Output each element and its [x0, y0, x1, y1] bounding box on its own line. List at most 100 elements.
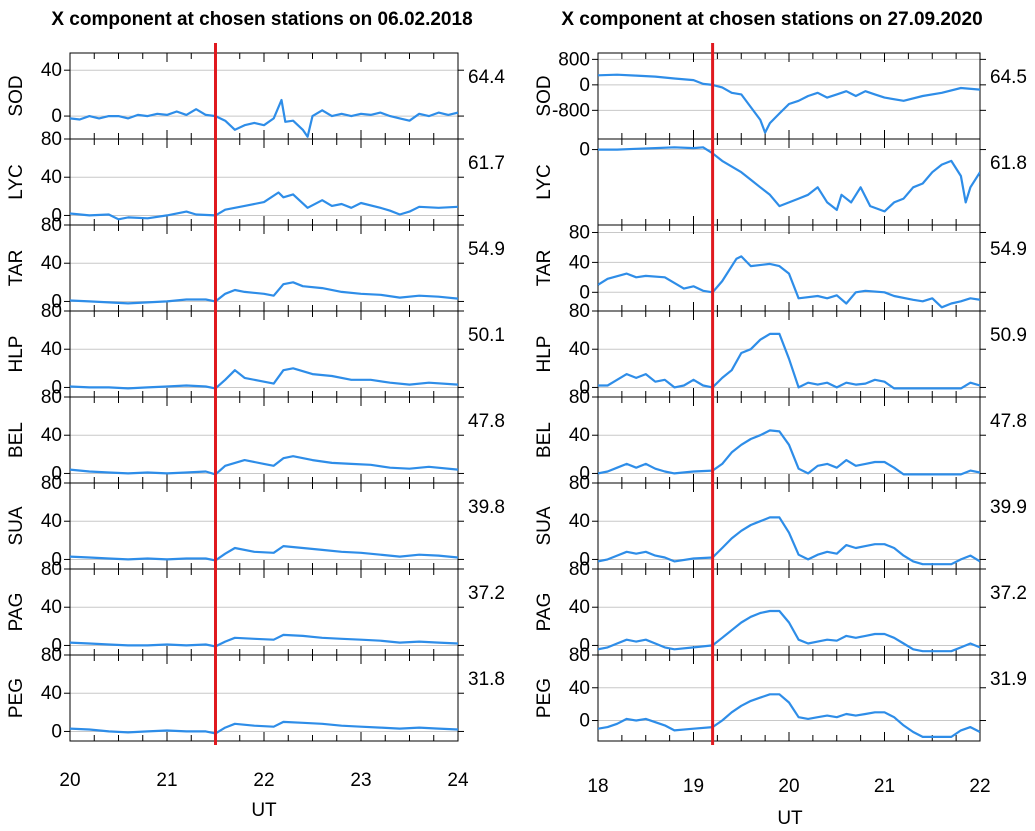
y-tick-label: 0: [579, 140, 590, 161]
y-tick-label: 0: [579, 549, 590, 570]
y-tick-label: 0: [51, 721, 62, 742]
series-line-lyc: [598, 146, 980, 213]
y-tick-label: 0: [51, 377, 62, 398]
panel-sua: 80 40 0 SUA 39.9: [534, 473, 1027, 570]
y-tick-label: 80: [41, 387, 62, 408]
y-tick-label: 40: [569, 252, 590, 273]
y-tick-label: 40: [569, 339, 590, 360]
latitude-label: 64.5: [990, 67, 1027, 88]
x-tick-label: 24: [447, 770, 469, 791]
y-tick-label: 40: [41, 167, 62, 188]
y-tick-label: 40: [569, 511, 590, 532]
x-tick-label: 20: [59, 770, 80, 791]
left-chart-title: X component at chosen stations on 06.02.…: [51, 9, 472, 30]
y-tick-label: 80: [569, 222, 590, 243]
station-label: SOD: [534, 75, 555, 116]
y-tick-label: 80: [41, 473, 62, 494]
series-line-pag: [598, 609, 980, 653]
panel-tar: 80 40 0 TAR 54.9: [534, 222, 1027, 312]
y-tick-label: 40: [569, 678, 590, 699]
y-tick-label: 80: [41, 301, 62, 322]
latitude-label: 50.9: [990, 325, 1027, 346]
right-x-axis-label: UT: [777, 808, 803, 829]
y-tick-label: 0: [51, 106, 62, 127]
latitude-label: 47.8: [468, 411, 505, 432]
panel-lyc: 80 40 0 LYC 61.7: [6, 129, 505, 226]
latitude-label: 64.4: [468, 67, 505, 88]
series-line-peg: [70, 720, 458, 735]
left-chart: 40 0 SOD 64.4 80 40 0 LYC 61.7 80 40 0 TAR 54.9 80 40 0 H…: [6, 43, 505, 791]
panel-bel: 80 40 0 BEL 47.8: [6, 387, 505, 484]
y-tick-label: 0: [51, 463, 62, 484]
y-tick-label: 0: [579, 463, 590, 484]
station-label: BEL: [6, 422, 27, 458]
station-label: BEL: [534, 422, 555, 458]
y-tick-label: 0: [579, 635, 590, 656]
panel-lyc: 0 LYC 61.8: [534, 138, 1027, 226]
latitude-label: 31.8: [468, 669, 505, 690]
latitude-label: 37.2: [468, 583, 505, 604]
y-tick-label: 80: [569, 559, 590, 580]
panel-bel: 80 40 0 BEL 47.8: [534, 387, 1027, 484]
station-label: LYC: [6, 164, 27, 200]
y-tick-label: 80: [569, 301, 590, 322]
series-line-sua: [598, 516, 980, 566]
series-line-sod: [598, 73, 980, 134]
panel-peg: 80 40 0 PEG 31.9: [534, 645, 1027, 742]
x-tick-label: 22: [969, 776, 990, 797]
y-tick-label: 0: [51, 635, 62, 656]
latitude-label: 61.7: [468, 153, 505, 174]
y-tick-label: 80: [41, 559, 62, 580]
y-tick-label: 80: [41, 645, 62, 666]
y-tick-label: 40: [41, 425, 62, 446]
x-tick-label: 21: [156, 770, 177, 791]
latitude-label: 54.9: [990, 239, 1027, 260]
station-label: PAG: [534, 593, 555, 632]
x-tick-label: 21: [874, 776, 895, 797]
station-label: PEG: [534, 678, 555, 718]
series-line-sua: [70, 545, 458, 562]
y-tick-label: 40: [569, 425, 590, 446]
latitude-label: 61.8: [990, 153, 1027, 174]
panel-sua: 80 40 0 SUA 39.8: [6, 473, 505, 570]
panel-hlp: 80 40 0 HLP 50.9: [534, 301, 1027, 398]
latitude-label: 47.8: [990, 411, 1027, 432]
series-line-hlp: [70, 367, 458, 390]
series-line-tar: [70, 281, 458, 305]
y-tick-label: -800: [552, 100, 590, 121]
latitude-label: 37.2: [990, 583, 1027, 604]
latitude-label: 50.1: [468, 325, 505, 346]
panel-frame: [597, 396, 981, 484]
y-tick-label: 80: [569, 473, 590, 494]
series-line-pag: [70, 633, 458, 648]
station-label: LYC: [534, 164, 555, 200]
y-tick-label: 0: [579, 75, 590, 96]
station-label: SOD: [6, 75, 27, 116]
station-label: PEG: [6, 678, 27, 718]
panel-frame: [597, 568, 981, 656]
latitude-label: 54.9: [468, 239, 505, 260]
y-tick-label: 0: [579, 711, 590, 732]
x-tick-label: 19: [683, 776, 704, 797]
x-tick-label: 20: [778, 776, 799, 797]
panel-frame: [69, 396, 459, 484]
y-tick-label: 0: [51, 205, 62, 226]
series-line-hlp: [598, 332, 980, 390]
series-line-sod: [70, 98, 458, 138]
panel-hlp: 80 40 0 HLP 50.1: [6, 301, 505, 398]
station-label: HLP: [534, 336, 555, 373]
panel-peg: 80 40 0 PEG 31.8: [6, 645, 505, 742]
series-line-peg: [598, 693, 980, 738]
y-tick-label: 80: [41, 129, 62, 150]
y-tick-label: 40: [41, 339, 62, 360]
station-label: SUA: [534, 506, 555, 545]
series-line-tar: [598, 255, 980, 309]
station-label: PAG: [6, 593, 27, 632]
x-tick-label: 22: [253, 770, 274, 791]
panel-pag: 80 40 0 PAG 37.2: [534, 559, 1027, 656]
station-label: TAR: [6, 250, 27, 287]
y-tick-label: 40: [41, 60, 62, 81]
series-line-bel: [70, 455, 458, 476]
